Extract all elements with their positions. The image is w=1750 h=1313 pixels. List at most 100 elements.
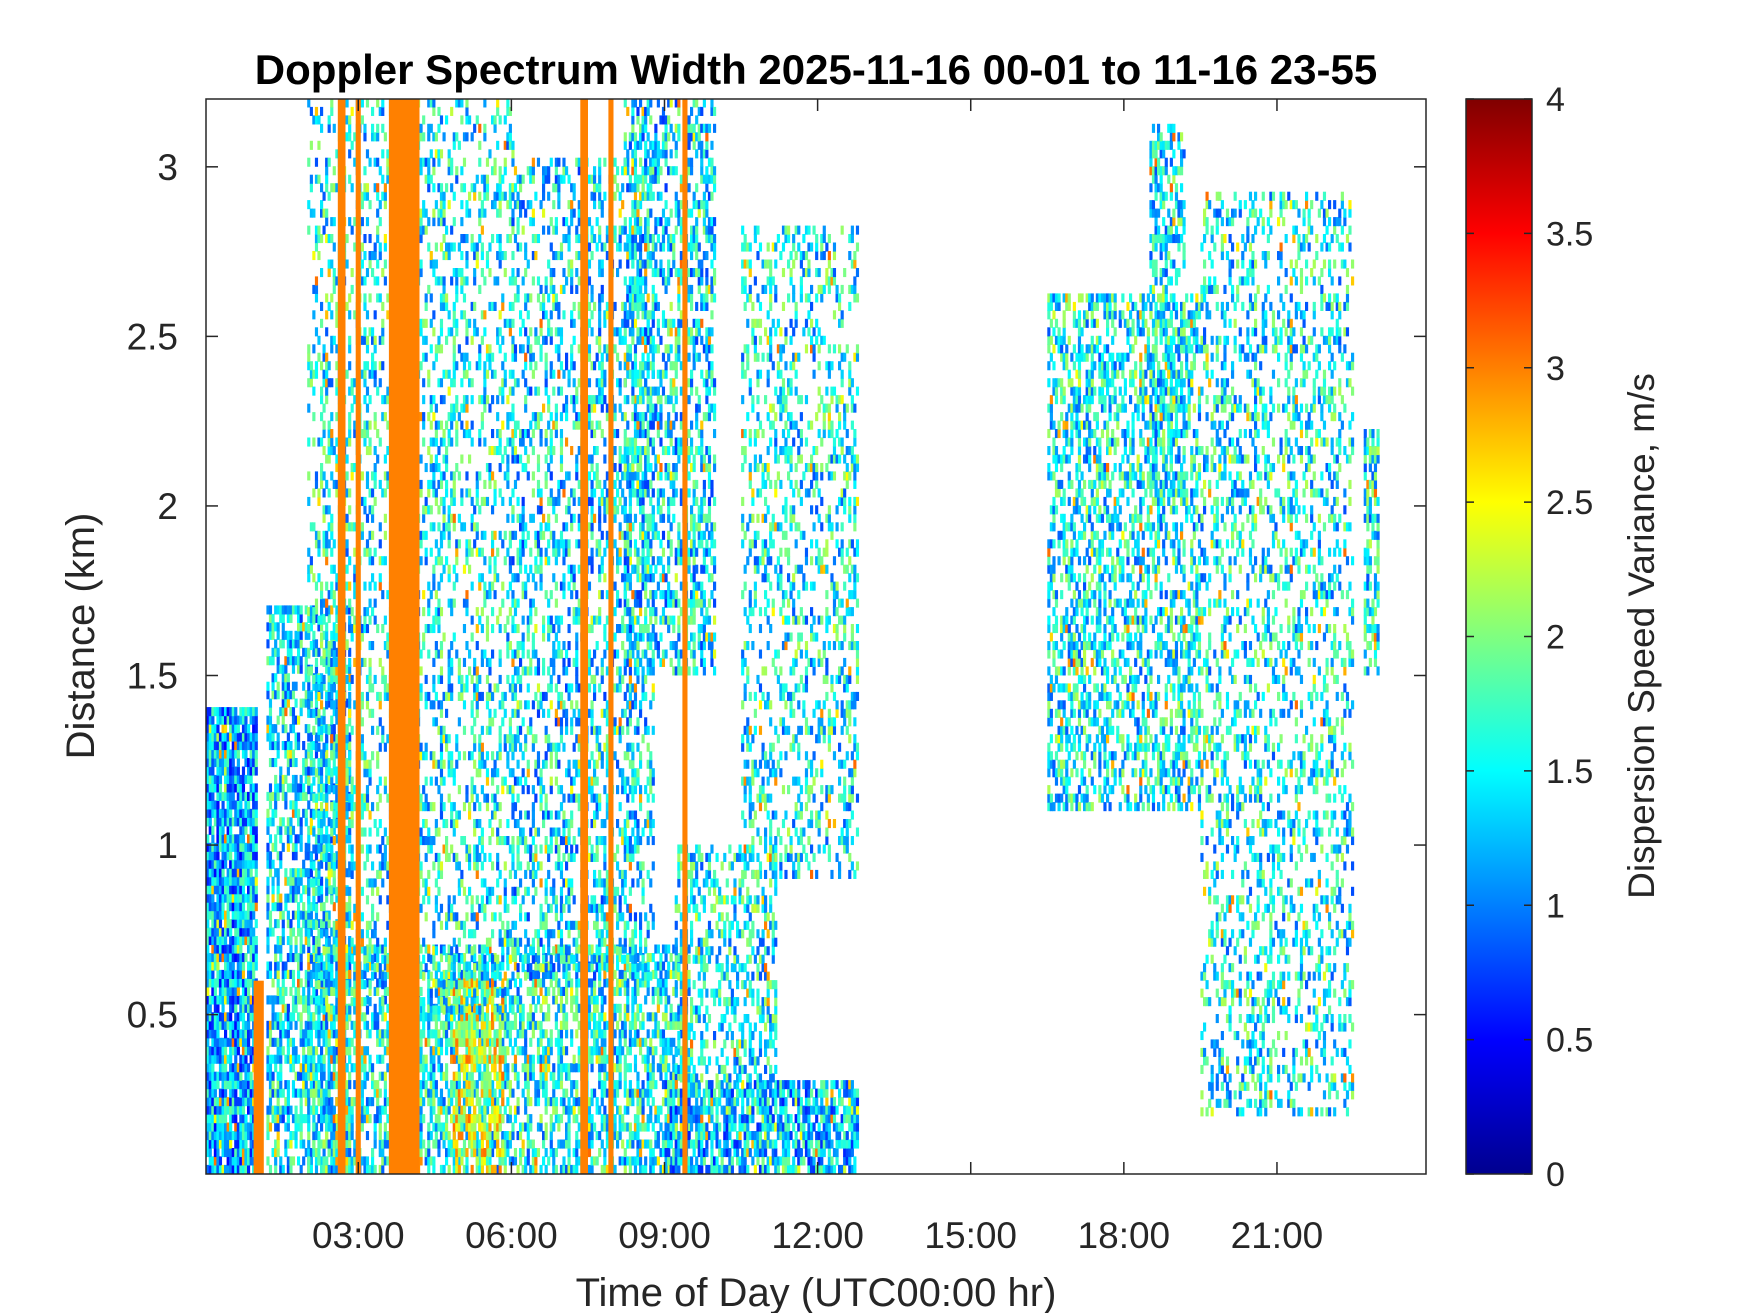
heatmap-cell	[450, 1012, 454, 1022]
heatmap-cell	[312, 615, 316, 625]
heatmap-cell	[450, 961, 454, 971]
heatmap-cell	[322, 1088, 326, 1098]
heatmap-cell	[312, 1054, 316, 1064]
heatmap-cell	[565, 1164, 569, 1174]
heatmap-cell	[470, 1071, 474, 1081]
heatmap-cell	[221, 766, 225, 776]
heatmap-cell	[226, 749, 230, 759]
heatmap-cell	[503, 1148, 507, 1158]
heatmap-cell	[603, 953, 607, 963]
heatmap-cell	[353, 978, 357, 988]
heatmap-cell	[244, 842, 248, 852]
heatmap-cell	[501, 1054, 505, 1064]
heatmap-cell	[307, 868, 311, 878]
heatmap-cell	[363, 1046, 367, 1056]
heatmap-cell	[317, 919, 321, 929]
heatmap-cell	[365, 1046, 370, 1056]
heatmap-cell	[488, 1122, 492, 1132]
heatmap-cell	[613, 1003, 617, 1013]
heatmap-cell	[429, 1156, 433, 1166]
heatmap-cell	[644, 1156, 648, 1166]
heatmap-cell	[587, 1122, 592, 1132]
heatmap-cell	[659, 1029, 663, 1039]
heatmap-cell	[462, 1029, 467, 1039]
heatmap-cell	[644, 944, 648, 954]
heatmap-cell	[224, 834, 228, 844]
heatmap-cell	[378, 1029, 382, 1039]
heatmap-cell	[206, 885, 210, 895]
heatmap-cell	[429, 1003, 433, 1013]
heatmap-cell	[320, 995, 324, 1005]
heatmap-cell	[503, 1156, 507, 1166]
heatmap-cell	[254, 902, 258, 912]
heatmap-cell	[236, 978, 240, 988]
heatmap-cell	[529, 1020, 533, 1030]
heatmap-cell	[651, 986, 655, 996]
heatmap-cell	[211, 825, 215, 835]
heatmap-cell	[224, 978, 228, 988]
heatmap-cell	[286, 1088, 290, 1098]
heatmap-cell	[226, 715, 230, 725]
heatmap-cell	[603, 995, 607, 1005]
heatmap-cell	[325, 834, 329, 844]
heatmap-cell	[651, 1046, 655, 1056]
heatmap-cell	[613, 1097, 617, 1107]
heatmap-cell	[565, 1063, 569, 1073]
heatmap-cell	[511, 1131, 515, 1141]
heatmap-cell	[229, 817, 233, 827]
heatmap-cell	[488, 1029, 492, 1039]
heatmap-cell	[618, 1114, 622, 1124]
heatmap-cell	[488, 1037, 492, 1047]
heatmap-cell	[299, 842, 303, 852]
heatmap-cell	[646, 1029, 650, 1039]
heatmap-cell	[247, 1037, 251, 1047]
heatmap-cell	[239, 1037, 243, 1047]
heatmap-cell	[229, 1097, 233, 1107]
heatmap-cell	[206, 1097, 210, 1107]
heatmap-cell	[501, 1080, 505, 1090]
heatmap-cell	[595, 1105, 599, 1115]
heatmap-cell	[226, 825, 230, 835]
heatmap-cell	[549, 1148, 553, 1158]
heatmap-cell	[587, 1020, 592, 1030]
heatmap-cell	[271, 893, 275, 903]
heatmap-cell	[511, 1020, 515, 1030]
heatmap-cell	[206, 995, 210, 1005]
heatmap-cell	[211, 961, 215, 971]
heatmap-cell	[595, 1003, 599, 1013]
heatmap-cell	[618, 986, 622, 996]
heatmap-cell	[557, 1139, 561, 1149]
heatmap-cell	[503, 1003, 507, 1013]
heatmap-cell	[213, 1156, 217, 1166]
heatmap-cell	[462, 1139, 467, 1149]
heatmap-cell	[348, 986, 352, 996]
heatmap-cell	[457, 1020, 461, 1030]
heatmap-cell	[234, 1020, 238, 1030]
heatmap-cell	[268, 758, 273, 768]
heatmap-cell	[654, 1114, 658, 1124]
heatmap-cell	[241, 834, 246, 844]
heatmap-cell	[216, 953, 220, 963]
heatmap-cell	[503, 1063, 507, 1073]
heatmap-cell	[559, 1003, 564, 1013]
heatmap-cell	[432, 1139, 436, 1149]
heatmap-cell	[309, 607, 313, 617]
heatmap-cell	[475, 1046, 479, 1056]
heatmap-cell	[465, 1063, 469, 1073]
heatmap-cell	[335, 1071, 339, 1081]
heatmap-cell	[335, 1046, 339, 1056]
heatmap-cell	[327, 1046, 331, 1056]
heatmap-cell	[332, 724, 336, 734]
heatmap-cell	[544, 1164, 548, 1174]
heatmap-cell	[651, 1054, 655, 1064]
heatmap-cell	[289, 1037, 293, 1047]
heatmap-cell	[224, 1164, 228, 1174]
heatmap-cell	[557, 944, 561, 954]
heatmap-cell	[268, 995, 273, 1005]
heatmap-cell	[268, 800, 273, 810]
heatmap-cell	[249, 834, 253, 844]
heatmap-cell	[224, 885, 228, 895]
heatmap-cell	[244, 800, 248, 810]
heatmap-cell	[320, 683, 324, 693]
heatmap-cell	[521, 1139, 525, 1149]
